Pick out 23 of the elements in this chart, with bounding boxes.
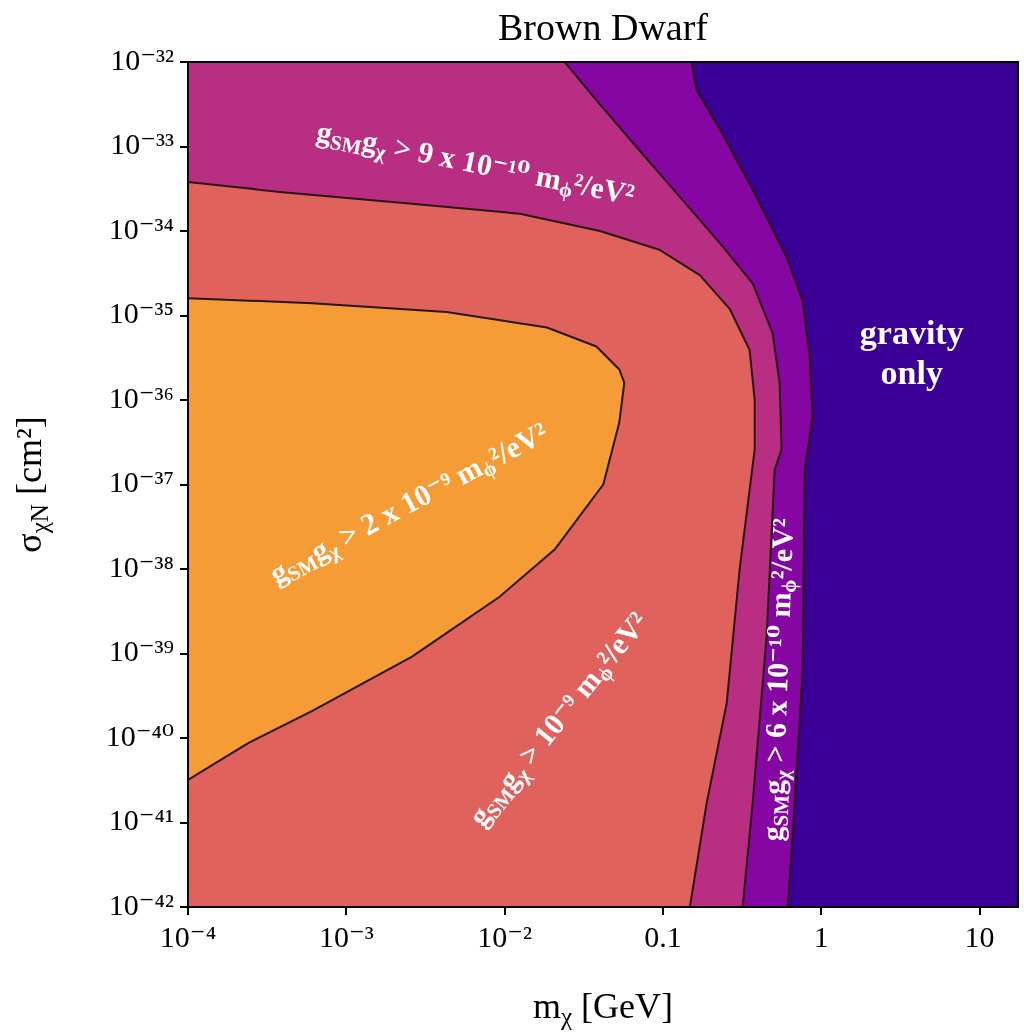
series-label: gravity only bbox=[859, 314, 964, 391]
y-tick-label: 10⁻³³ bbox=[110, 127, 174, 161]
y-tick-label: 10⁻³² bbox=[110, 42, 174, 76]
y-tick-label: 10⁻⁴¹ bbox=[108, 803, 174, 837]
y-tick-label: 10⁻⁴⁰ bbox=[105, 718, 174, 752]
x-tick-label: 10⁻² bbox=[477, 919, 533, 953]
y-tick-label: 10⁻³⁶ bbox=[108, 380, 174, 414]
x-tick-label: 10⁻³ bbox=[318, 919, 374, 953]
series-label: gSMgχ > 2 x 10⁻⁹ mϕ²/eV² bbox=[263, 415, 553, 590]
x-tick-label: 1 bbox=[813, 919, 829, 953]
y-tick-label: 10⁻³⁹ bbox=[108, 634, 174, 668]
y-axis-title: σχN [cm²] bbox=[9, 416, 53, 553]
y-tick-label: 10⁻³⁴ bbox=[108, 211, 174, 245]
series-label: gSMgχ > 6 x 10⁻¹⁰ mϕ²/eV² bbox=[754, 517, 802, 842]
y-tick-label: 10⁻³⁵ bbox=[108, 296, 174, 330]
x-tick-label: 10 bbox=[964, 919, 995, 953]
y-tick-label: 10⁻³⁷ bbox=[108, 465, 174, 499]
series-label: gSMgχ > 9 x 10⁻¹⁰ mϕ²/eV² bbox=[314, 114, 638, 211]
chart-title: Brown Dwarf bbox=[498, 5, 709, 48]
x-tick-label: 0.1 bbox=[644, 919, 682, 953]
y-tick-label: 10⁻⁴² bbox=[108, 887, 174, 921]
x-tick-label: 10⁻⁴ bbox=[159, 919, 217, 953]
y-tick-label: 10⁻³⁸ bbox=[108, 549, 174, 583]
